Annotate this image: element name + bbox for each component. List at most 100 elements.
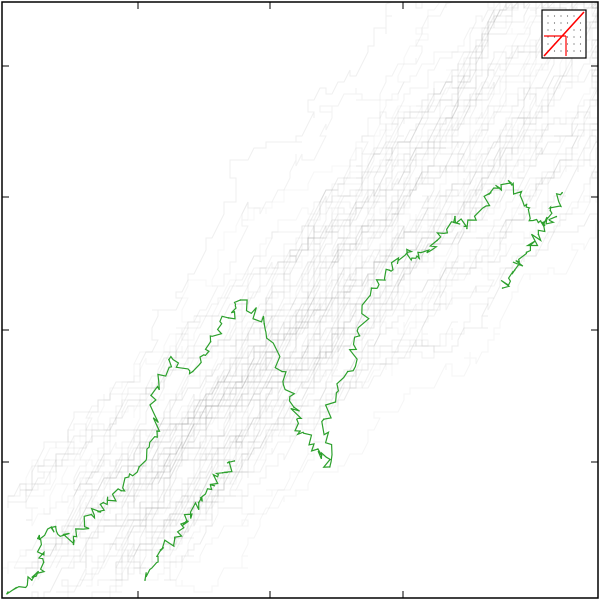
inset-diagonal-line	[543, 11, 585, 57]
background-walk	[127, 297, 495, 562]
background-walk	[97, 2, 599, 586]
background-walk	[79, 321, 458, 581]
series-point	[513, 269, 516, 272]
series-point	[346, 370, 349, 373]
background-walk	[2, 135, 500, 574]
series-point	[209, 340, 212, 343]
series-point	[525, 203, 528, 206]
series-point	[221, 472, 224, 474]
background-walk	[133, 57, 584, 574]
inset-thumbnail	[541, 9, 587, 59]
series-point	[54, 525, 57, 528]
background-walk	[158, 2, 599, 550]
series-point	[561, 191, 563, 194]
inset-dot	[553, 36, 556, 38]
background-walk	[133, 1, 598, 509]
inset-dot	[573, 29, 575, 31]
background-walk	[140, 172, 599, 527]
series-point	[186, 519, 188, 522]
background-walk	[109, 1, 599, 551]
background-walk	[61, 1, 596, 503]
background-walk	[91, 171, 554, 598]
series-point	[525, 251, 528, 254]
series-point	[197, 501, 200, 504]
series-point	[72, 543, 75, 546]
series-point	[120, 489, 122, 492]
background-walk	[140, 1, 599, 569]
background-walk	[116, 123, 579, 581]
inset-dot	[547, 15, 549, 17]
inset-dot	[566, 22, 569, 24]
inset-dot	[573, 15, 575, 17]
inset-dot	[573, 36, 575, 38]
series-point	[555, 215, 558, 218]
inset-dot	[547, 36, 549, 38]
series-point	[406, 251, 409, 254]
series-point	[329, 466, 331, 468]
series-point	[209, 484, 212, 486]
background-walk	[25, 1, 598, 521]
series-point	[436, 239, 438, 242]
series-point	[191, 370, 194, 373]
background-walk	[97, 1, 599, 509]
background-walk	[25, 1, 598, 574]
series-point	[156, 555, 158, 558]
background-walk	[73, 45, 482, 484]
inset-dot	[573, 43, 575, 45]
series-point	[239, 299, 242, 301]
series-point	[7, 591, 9, 593]
inset-dot	[560, 43, 562, 45]
series-point	[507, 180, 510, 182]
background-walk	[140, 2, 599, 509]
series-point	[233, 460, 236, 462]
background-walk	[31, 207, 362, 599]
series-point	[31, 579, 33, 581]
series-point	[537, 233, 540, 236]
inset-dot	[560, 22, 562, 24]
series-point	[317, 448, 319, 450]
series-point	[144, 579, 146, 581]
background-walk	[8, 1, 423, 497]
series-point	[90, 513, 93, 516]
inset-dot	[579, 22, 582, 24]
series-point	[138, 466, 140, 468]
background-walk	[170, 51, 599, 593]
background-walk	[110, 129, 599, 581]
background-walk	[67, 141, 459, 527]
background-walk	[13, 1, 599, 569]
inset-dot	[553, 50, 556, 52]
inset-dot	[579, 29, 582, 31]
background-walk	[116, 22, 599, 539]
background-walk	[55, 267, 404, 544]
series-point	[489, 191, 492, 194]
series-point	[168, 358, 170, 361]
background-walk	[43, 45, 561, 515]
background-walk	[38, 16, 513, 539]
background-walk	[55, 105, 458, 569]
background-walk	[67, 1, 572, 598]
inset-dot	[553, 15, 556, 17]
inset-dot	[547, 43, 549, 45]
background-walk	[20, 2, 599, 557]
background-walk	[151, 45, 554, 521]
series-point	[501, 287, 504, 289]
series-point	[281, 370, 283, 373]
background-walk	[146, 135, 512, 539]
series-point	[37, 537, 39, 540]
background-walk	[140, 255, 524, 551]
background-walk	[104, 124, 599, 521]
background-walk	[25, 1, 599, 490]
background-walk	[80, 1, 599, 527]
background-walk	[109, 123, 598, 490]
series-point	[388, 269, 391, 272]
inset-dot	[560, 29, 562, 31]
series-point	[293, 406, 295, 409]
y-axis-ticks	[2, 65, 598, 463]
series-point	[323, 418, 325, 421]
inset-dot	[560, 15, 562, 17]
series-point	[263, 323, 266, 325]
inset-dot	[579, 43, 582, 45]
series-line-1	[144, 460, 235, 581]
